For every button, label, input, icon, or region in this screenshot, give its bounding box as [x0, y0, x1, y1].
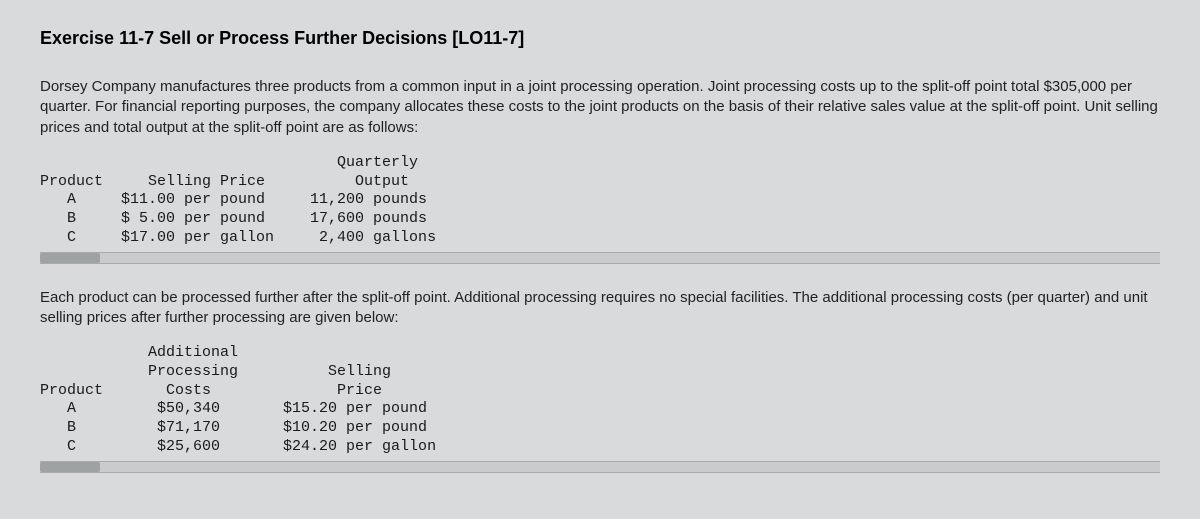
table1-header-line1: Quarterly: [40, 154, 418, 171]
table2-region: Additional Processing Selling Product Co…: [40, 344, 1160, 479]
table1-row-b: B $ 5.00 per pound 17,600 pounds: [40, 210, 427, 227]
exercise-page: Exercise 11-7 Sell or Process Further De…: [0, 0, 1200, 507]
table1-row-c: C $17.00 per gallon 2,400 gallons: [40, 229, 436, 246]
table1-block: Quarterly Product Selling Price Output A…: [40, 154, 1160, 248]
table1-header-line2: Product Selling Price Output: [40, 173, 409, 190]
table2-header-line1: Additional: [40, 344, 238, 361]
intro-paragraph: Dorsey Company manufactures three produc…: [40, 77, 1160, 138]
table2-header-line2: Processing Selling: [40, 363, 391, 380]
middle-paragraph: Each product can be processed further af…: [40, 288, 1160, 329]
table2-block: Additional Processing Selling Product Co…: [40, 344, 1160, 457]
table2-header-line3: Product Costs Price: [40, 382, 382, 399]
table2-row-a: A $50,340 $15.20 per pound: [40, 400, 427, 417]
table1-scrollbar-thumb[interactable]: [40, 253, 100, 263]
table2-row-c: C $25,600 $24.20 per gallon: [40, 438, 436, 455]
table1-scrollbar[interactable]: [40, 252, 1160, 264]
page-title: Exercise 11-7 Sell or Process Further De…: [40, 28, 1160, 49]
table1-region: Quarterly Product Selling Price Output A…: [40, 154, 1160, 270]
table2-scrollbar[interactable]: [40, 461, 1160, 473]
table2-row-b: B $71,170 $10.20 per pound: [40, 419, 427, 436]
table2-scrollbar-thumb[interactable]: [40, 462, 100, 472]
table1-row-a: A $11.00 per pound 11,200 pounds: [40, 191, 427, 208]
